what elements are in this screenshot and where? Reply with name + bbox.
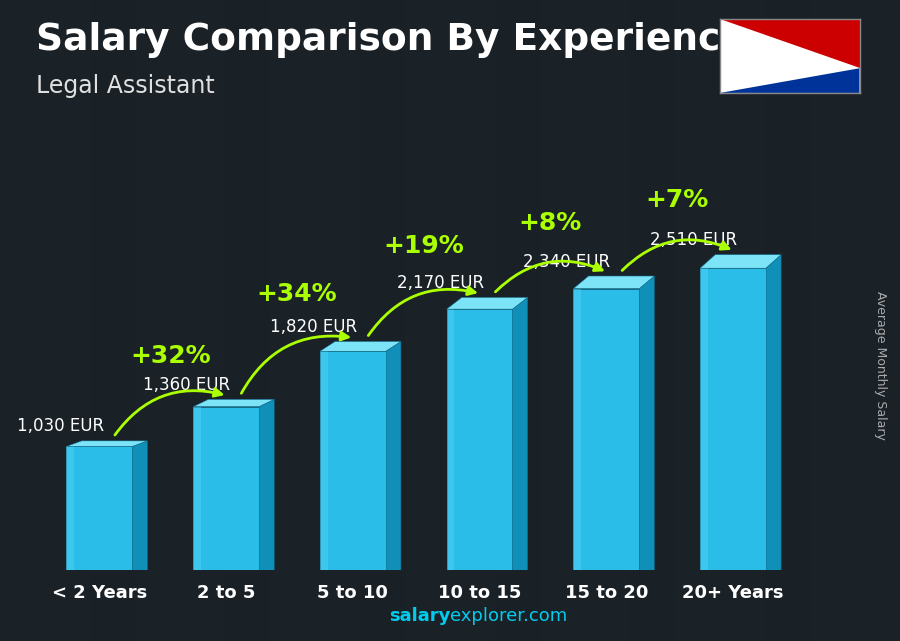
Bar <box>45 0 90 641</box>
Bar <box>315 0 360 641</box>
Polygon shape <box>67 446 132 570</box>
Polygon shape <box>573 276 654 288</box>
Polygon shape <box>259 399 274 570</box>
Polygon shape <box>194 406 201 570</box>
Bar <box>225 0 270 641</box>
Polygon shape <box>700 268 708 570</box>
Polygon shape <box>194 406 259 570</box>
Bar <box>855 0 900 641</box>
Bar <box>495 0 540 641</box>
Bar <box>90 0 135 641</box>
Text: 2,340 EUR: 2,340 EUR <box>524 253 610 271</box>
Text: 1,360 EUR: 1,360 EUR <box>143 376 230 394</box>
Polygon shape <box>194 399 274 406</box>
Bar <box>630 0 675 641</box>
Bar <box>405 0 450 641</box>
Polygon shape <box>512 297 527 570</box>
Polygon shape <box>446 309 454 570</box>
Polygon shape <box>720 19 859 93</box>
Bar <box>180 0 225 641</box>
Text: salary: salary <box>389 607 450 625</box>
Polygon shape <box>132 441 148 570</box>
Text: +19%: +19% <box>383 234 464 258</box>
Polygon shape <box>320 351 386 570</box>
Bar <box>585 0 630 641</box>
Polygon shape <box>700 254 781 268</box>
Text: +7%: +7% <box>645 188 709 212</box>
Bar <box>810 0 855 641</box>
Bar <box>540 0 585 641</box>
Bar <box>0 0 45 641</box>
Text: 2,170 EUR: 2,170 EUR <box>397 274 484 292</box>
Polygon shape <box>67 446 75 570</box>
Polygon shape <box>639 276 654 570</box>
Bar <box>360 0 405 641</box>
Polygon shape <box>446 297 527 309</box>
Text: +8%: +8% <box>519 211 582 235</box>
Polygon shape <box>720 68 859 93</box>
Polygon shape <box>320 342 401 351</box>
Bar <box>720 0 765 641</box>
Text: explorer.com: explorer.com <box>450 607 567 625</box>
Text: 1,820 EUR: 1,820 EUR <box>270 318 357 336</box>
Text: Average Monthly Salary: Average Monthly Salary <box>874 291 886 440</box>
Text: Salary Comparison By Experience: Salary Comparison By Experience <box>36 22 746 58</box>
Polygon shape <box>446 309 512 570</box>
Bar <box>270 0 315 641</box>
Text: +32%: +32% <box>130 344 211 369</box>
Polygon shape <box>67 441 148 446</box>
Polygon shape <box>386 342 401 570</box>
Polygon shape <box>573 288 639 570</box>
Text: 2,510 EUR: 2,510 EUR <box>650 231 737 249</box>
Polygon shape <box>320 351 328 570</box>
Text: 1,030 EUR: 1,030 EUR <box>16 417 104 435</box>
Polygon shape <box>766 254 781 570</box>
Bar <box>450 0 495 641</box>
Polygon shape <box>573 288 581 570</box>
Bar <box>675 0 720 641</box>
Text: Legal Assistant: Legal Assistant <box>36 74 215 97</box>
Bar <box>135 0 180 641</box>
Polygon shape <box>720 19 859 68</box>
Text: +34%: +34% <box>256 282 338 306</box>
Polygon shape <box>700 268 766 570</box>
Bar <box>765 0 810 641</box>
